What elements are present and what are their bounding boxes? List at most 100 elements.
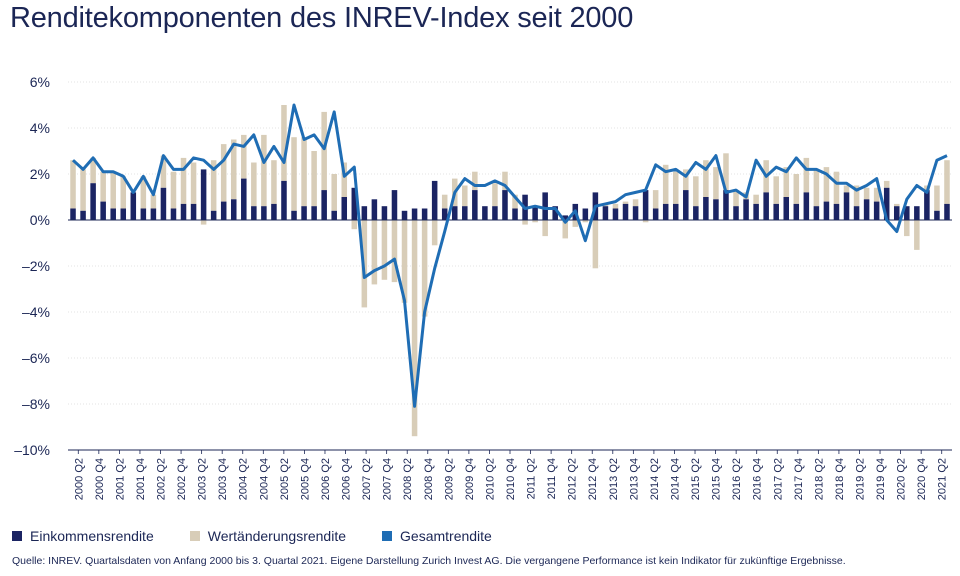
bar-income (873, 201, 880, 220)
bar-income (642, 190, 649, 220)
bar-value-change (893, 203, 900, 207)
bar-value-change (632, 199, 639, 207)
bar-value-change (230, 139, 237, 200)
x-tick-label: 2017 Q2 (772, 458, 784, 500)
bar-value-change (833, 171, 840, 204)
bar-income (863, 199, 870, 220)
bar-income (662, 203, 669, 220)
bar-income (934, 210, 940, 220)
bar-income (80, 210, 86, 220)
bar-income (251, 206, 257, 220)
bar-value-change (150, 194, 157, 209)
bar-income (803, 192, 810, 220)
bar-value-change (693, 176, 699, 207)
bar-income (281, 180, 287, 220)
x-tick-label: 2017 Q4 (793, 458, 805, 500)
x-tick-label: 2014 Q4 (670, 458, 682, 500)
bar-income (140, 208, 147, 220)
x-tick-label: 2008 Q2 (402, 458, 414, 500)
bar-income (261, 206, 267, 220)
bar-value-change (271, 160, 277, 204)
bar-value-change (431, 220, 438, 246)
bar-value-change (944, 160, 950, 204)
bar-value-change (210, 160, 217, 211)
x-tick-label: 2003 Q2 (197, 458, 209, 500)
y-tick-label: 4% (30, 120, 50, 136)
y-tick-label: –10% (14, 442, 50, 458)
source-note: Quelle: INREV. Quartalsdaten von Anfang … (12, 555, 846, 567)
bar-income (833, 203, 840, 220)
x-tick-label: 2009 Q4 (464, 458, 476, 500)
bar-income (291, 210, 297, 220)
bar-value-change (793, 174, 800, 204)
bar-value-change (773, 176, 779, 204)
bar-income (693, 206, 699, 220)
bar-income (190, 203, 197, 220)
bar-income (462, 206, 468, 220)
bar-value-change (140, 176, 147, 209)
bar-income (823, 201, 830, 220)
bar-value-change (753, 194, 759, 204)
x-tick-label: 2001 Q4 (135, 458, 147, 500)
bar-value-change (120, 176, 127, 209)
bar-value-change (401, 220, 408, 303)
bar-value-change (883, 180, 890, 188)
bar-value-change (281, 105, 287, 181)
bar-income (241, 178, 247, 220)
bar-income (753, 203, 759, 220)
y-tick-label: 6% (30, 74, 50, 90)
bar-value-change (672, 171, 679, 204)
legend-label-income: Einkommensrendite (30, 528, 154, 544)
bar-value-change (512, 194, 518, 209)
bar-income (602, 206, 609, 220)
x-tick-label: 2018 Q4 (834, 458, 846, 500)
bar-value-change (251, 162, 257, 207)
bar-income (542, 192, 548, 220)
bar-income (502, 190, 508, 220)
bar-value-change (411, 220, 418, 437)
bar-value-change (301, 137, 307, 207)
bar-income (271, 203, 277, 220)
bar-income (441, 208, 448, 220)
x-tick-label: 2019 Q4 (875, 458, 887, 500)
bar-value-change (371, 220, 378, 285)
chart-area: 6% 4% 2% 0% –2% –4% –6% –8% –10% 2000 Q2 2000 Q4 20… (14, 74, 952, 500)
x-tick-label: 2009 Q2 (443, 458, 455, 500)
x-tick-label: 2005 Q2 (279, 458, 291, 500)
chart-title: Renditekomponenten des INREV-Index seit … (10, 2, 634, 34)
bar-income (924, 190, 930, 220)
x-tick-label: 2006 Q4 (341, 458, 353, 500)
bar-income (331, 210, 337, 220)
bar-value-change (331, 174, 337, 211)
bar-income (130, 192, 137, 220)
bar-value-change (582, 220, 589, 223)
x-tick-label: 2007 Q4 (382, 458, 394, 500)
bar-income (170, 208, 177, 220)
bar-income (582, 208, 589, 220)
x-tick-label: 2005 Q4 (299, 458, 311, 500)
bar-value-change (783, 167, 790, 197)
bar-income (472, 190, 478, 220)
y-tick-label: –2% (22, 258, 50, 274)
bar-value-change (522, 220, 528, 225)
legend-swatch-value-change (189, 531, 200, 541)
bar-income (180, 203, 187, 220)
bar-income (341, 197, 348, 220)
bar-value-change (341, 162, 348, 197)
y-tick-label: –8% (22, 396, 50, 412)
legend-label-value-change: Wertänderungsrendite (207, 528, 347, 544)
bar-income (200, 169, 207, 220)
bar-income (562, 215, 569, 220)
x-tick-label: 2010 Q2 (484, 458, 496, 500)
bar-value-change (241, 134, 247, 179)
bar-value-change (542, 220, 548, 237)
bar-value-change (562, 220, 569, 239)
bar-value-change (703, 160, 709, 197)
bar-income (482, 206, 488, 220)
bar-value-change (180, 157, 187, 204)
bar-value-change (70, 160, 76, 209)
x-tick-label: 2011 Q4 (546, 458, 558, 499)
bar-income (492, 206, 498, 220)
x-tick-label: 2020 Q2 (896, 458, 908, 500)
bar-income (743, 199, 749, 220)
